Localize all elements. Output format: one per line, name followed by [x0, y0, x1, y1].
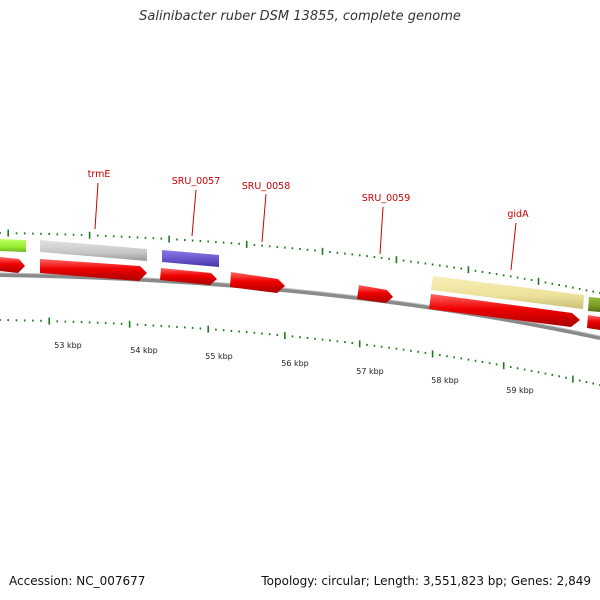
scale-label: 59 kbp — [506, 386, 534, 395]
scale-label: 55 kbp — [205, 352, 233, 361]
feature-block-yellow — [431, 276, 584, 309]
gene-label-gida: gidA — [507, 209, 529, 220]
scale-label: 58 kbp — [431, 376, 459, 385]
feature-block-grey — [40, 240, 147, 261]
gene-label-line — [379, 206, 384, 255]
accession-text: Accession: NC_007677 — [9, 574, 146, 588]
genome-backbone — [0, 273, 600, 340]
outer-tick-ring — [0, 229, 600, 294]
cds-arrow — [429, 294, 580, 327]
cds-arrow — [160, 268, 217, 285]
scale-labels: 53 kbp 54 kbp 55 kbp 56 kbp 57 kbp 58 kb… — [54, 341, 534, 395]
scale-tick-ring — [0, 317, 600, 386]
gene-label-sru-0058: SRU_0058 — [242, 181, 291, 192]
cds-arrow — [0, 257, 25, 273]
cds-arrow — [40, 259, 147, 281]
feature-block-lime — [0, 239, 26, 252]
gene-label-sru-0057: SRU_0057 — [172, 176, 221, 187]
gene-label-line — [261, 193, 267, 243]
cds-arrow — [230, 272, 285, 293]
cds-arrow — [587, 315, 600, 330]
scale-label: 56 kbp — [281, 359, 309, 368]
scale-label: 53 kbp — [54, 341, 82, 350]
scale-label: 54 kbp — [130, 346, 158, 355]
cds-arrow — [357, 285, 393, 303]
scale-label: 57 kbp — [356, 367, 384, 376]
gene-label-sru-0059: SRU_0059 — [362, 193, 411, 204]
genome-summary-text: Topology: circular; Length: 3,551,823 bp… — [261, 574, 591, 588]
genome-backbone-highlight — [0, 272, 600, 337]
gene-label-line — [191, 189, 197, 237]
feature-block-purple — [162, 250, 219, 267]
gene-labels: trmE SRU_0057 SRU_0058 SRU_0059 gidA — [88, 169, 529, 220]
gene-label-line — [94, 182, 99, 230]
map-title: Salinibacter ruber DSM 13855, complete g… — [139, 9, 461, 24]
gene-label-trme: trmE — [88, 169, 111, 180]
gene-label-line — [510, 222, 517, 271]
feature-block-olive — [588, 297, 600, 312]
